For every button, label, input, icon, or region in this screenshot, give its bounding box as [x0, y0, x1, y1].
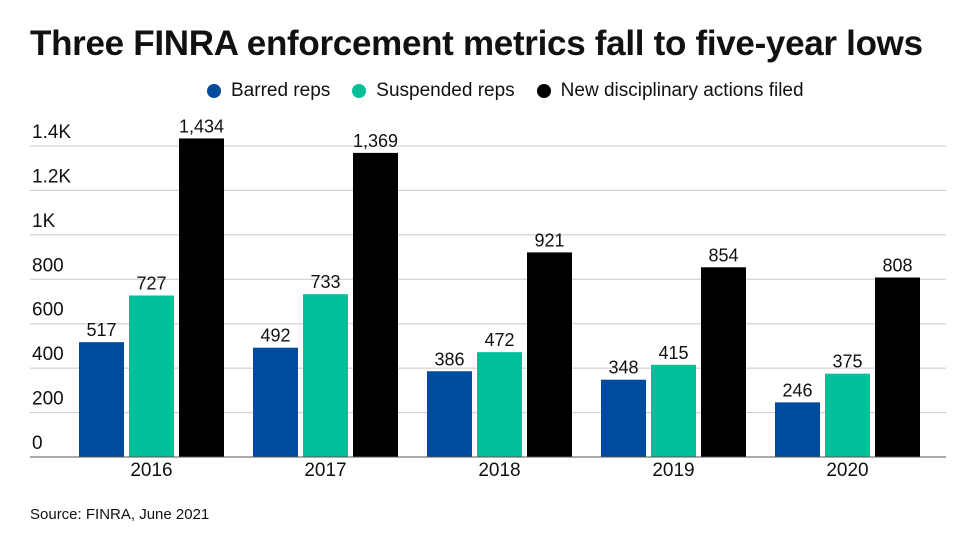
data-label-new-disciplinary-actions-filed-2017: 1,369 — [353, 131, 398, 151]
data-label-suspended-reps-2017: 733 — [310, 272, 340, 292]
data-label-suspended-reps-2016: 727 — [136, 274, 166, 294]
y-tick-label-1-2k: 1.2K — [32, 166, 71, 187]
bar-barred-reps-2019 — [601, 379, 646, 457]
bar-barred-reps-2020 — [775, 402, 820, 457]
data-label-new-disciplinary-actions-filed-2018: 921 — [534, 230, 564, 250]
data-label-barred-reps-2016: 517 — [86, 320, 116, 340]
data-label-new-disciplinary-actions-filed-2020: 808 — [882, 256, 912, 276]
y-tick-label-200: 200 — [32, 389, 64, 410]
data-label-suspended-reps-2018: 472 — [484, 330, 514, 350]
chart-title: Three FINRA enforcement metrics fall to … — [30, 24, 923, 63]
data-label-barred-reps-2020: 246 — [782, 380, 812, 400]
bar-suspended-reps-2020 — [825, 373, 870, 457]
bar-barred-reps-2017 — [253, 347, 298, 457]
bar-suspended-reps-2016 — [129, 295, 174, 457]
x-tick-label-2017: 2017 — [304, 460, 346, 481]
chart-legend: Barred reps Suspended reps New disciplin… — [207, 80, 826, 102]
data-label-barred-reps-2018: 386 — [434, 349, 464, 369]
data-label-new-disciplinary-actions-filed-2016: 1,434 — [179, 116, 224, 136]
bar-new-disciplinary-actions-filed-2020 — [875, 277, 920, 457]
y-tick-label-600: 600 — [32, 300, 64, 321]
bar-barred-reps-2018 — [427, 371, 472, 457]
legend-label-new-disciplinary-actions: New disciplinary actions filed — [560, 80, 804, 101]
source-note: Source: FINRA, June 2021 — [30, 506, 210, 523]
y-tick-label-800: 800 — [32, 255, 64, 276]
bar-new-disciplinary-actions-filed-2019 — [701, 267, 746, 457]
data-label-barred-reps-2019: 348 — [608, 358, 638, 378]
bar-new-disciplinary-actions-filed-2018 — [527, 252, 572, 457]
data-label-new-disciplinary-actions-filed-2019: 854 — [708, 245, 738, 265]
y-tick-label-400: 400 — [32, 344, 64, 365]
legend-label-barred-reps: Barred reps — [231, 80, 331, 101]
legend-item-suspended-reps: Suspended reps — [352, 80, 515, 102]
legend-swatch-barred-reps — [207, 84, 221, 98]
legend-label-suspended-reps: Suspended reps — [376, 80, 515, 101]
x-tick-label-2016: 2016 — [130, 460, 172, 481]
bar-new-disciplinary-actions-filed-2016 — [179, 138, 224, 457]
x-tick-label-2020: 2020 — [826, 460, 868, 481]
data-label-barred-reps-2017: 492 — [260, 326, 290, 346]
y-tick-label-1-4k: 1.4K — [32, 122, 71, 143]
legend-swatch-suspended-reps — [352, 84, 367, 98]
bar-suspended-reps-2018 — [477, 352, 522, 457]
legend-swatch-new-disciplinary-actions — [536, 84, 551, 98]
legend-item-barred-reps: Barred reps — [207, 80, 330, 102]
y-tick-label-0: 0 — [32, 433, 43, 454]
bar-new-disciplinary-actions-filed-2017 — [353, 152, 398, 458]
bar-barred-reps-2016 — [79, 342, 124, 457]
y-tick-label-1k: 1K — [32, 211, 56, 232]
x-tick-label-2018: 2018 — [478, 460, 520, 481]
data-label-suspended-reps-2019: 415 — [658, 343, 688, 363]
legend-item-new-disciplinary-actions: New disciplinary actions filed — [536, 80, 804, 102]
x-tick-label-2019: 2019 — [652, 460, 694, 481]
bar-suspended-reps-2017 — [303, 294, 348, 457]
data-label-suspended-reps-2020: 375 — [832, 352, 862, 372]
bar-suspended-reps-2019 — [651, 364, 696, 457]
